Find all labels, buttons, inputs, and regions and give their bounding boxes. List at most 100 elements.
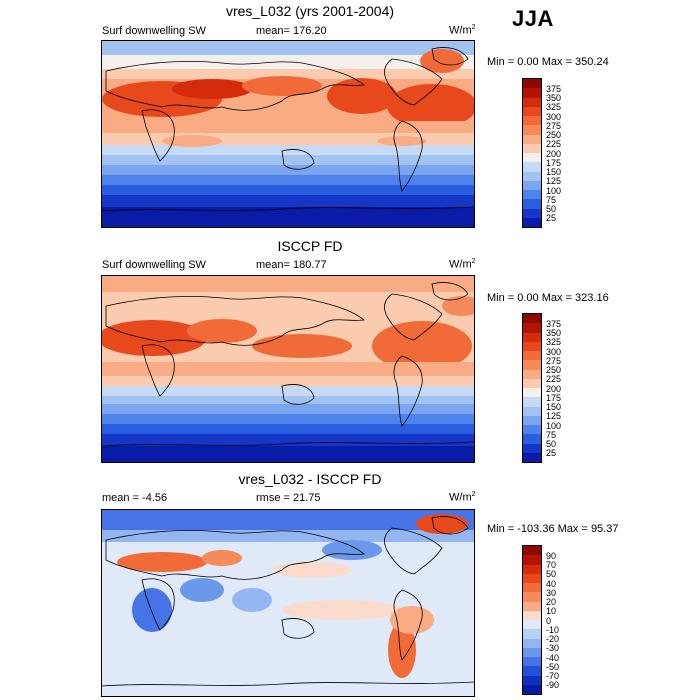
- panel-2-color-swatch: [523, 452, 541, 462]
- panel-2-colorbar-label: 325: [546, 337, 562, 347]
- panel-3-colorbar-label: -20: [546, 634, 560, 644]
- panel-1-color-swatch: [523, 106, 541, 116]
- panel-1-color-swatch: [523, 125, 541, 135]
- panel-3-mean-label: mean = -4.56: [102, 492, 168, 504]
- panel-2-colorbar-label: 300: [546, 347, 562, 357]
- panel-2-map: [101, 275, 475, 463]
- panel-2-color-swatch: [523, 378, 541, 388]
- panel-3-color-swatch: [523, 555, 541, 565]
- panel-1-color-swatch: [523, 97, 541, 107]
- panel-3-colorbar-label: 10: [546, 606, 557, 616]
- panel-3-color-swatch: [523, 610, 541, 620]
- panel-2-colorbar-label: 25: [546, 448, 557, 458]
- panel-2-colorbar-label: 350: [546, 328, 562, 338]
- panel-3-colorbar-label: 50: [546, 569, 557, 579]
- panel-1-colorbar-label: 100: [546, 186, 562, 196]
- panel-1-title: vres_L032 (yrs 2001-2004): [225, 3, 395, 19]
- panel-2-colorbar-label: 375: [546, 319, 562, 329]
- panel-2-colorbar-label: 50: [546, 439, 557, 449]
- panel-3-colorbar-label: 30: [546, 588, 557, 598]
- season-label: JJA: [512, 6, 554, 31]
- panel-1-units: W/m2: [449, 24, 476, 37]
- panel-2-color-swatch: [523, 314, 541, 324]
- panel-1-colorbar-label: 200: [546, 149, 562, 159]
- panel-3-colorbar-label: -50: [546, 662, 560, 672]
- panel-3-color-swatch: [523, 583, 541, 593]
- panel-3-colorbar-label: -10: [546, 625, 560, 635]
- panel-2-units: W/m2: [449, 258, 476, 271]
- panel-3-colorbar-label: -30: [546, 643, 560, 653]
- panel-2-color-swatch: [523, 360, 541, 370]
- panel-2-min-max: Min = 0.00 Max = 323.16: [487, 292, 609, 304]
- panel-3-color-swatch: [523, 638, 541, 648]
- panel-1-color-swatch: [523, 190, 541, 200]
- panel-2-title: ISCCP FD: [277, 238, 343, 254]
- panel-3-colorbar-label: -70: [546, 671, 560, 681]
- panel-2-color-swatch: [523, 369, 541, 379]
- panel-2-colorbar-label: 200: [546, 384, 562, 394]
- panel-2-color-swatch: [523, 351, 541, 361]
- panel-3-colorbar: [522, 545, 542, 695]
- panel-3-min-max: Min = -103.36 Max = 95.37: [487, 523, 619, 535]
- panel-2-color-swatch: [523, 443, 541, 453]
- panel-1-color-swatch: [523, 180, 541, 190]
- panel-2-color-swatch: [523, 332, 541, 342]
- panel-1-min-max: Min = 0.00 Max = 350.24: [487, 56, 609, 68]
- panel-3-color-swatch: [523, 684, 541, 694]
- panel-2-colorbar: [522, 313, 542, 463]
- panel-3-colorbar-label: -40: [546, 653, 560, 663]
- panel-3-color-swatch: [523, 620, 541, 630]
- panel-3-field: [102, 510, 474, 696]
- panel-3-colorbar-label: -90: [546, 680, 560, 690]
- panel-1-colorbar-label: 125: [546, 176, 562, 186]
- panel-1-map: [101, 40, 475, 228]
- panel-2-colorbar-label: 150: [546, 402, 562, 412]
- panel-2-color-swatch: [523, 397, 541, 407]
- panel-2-variable-label: Surf downwelling SW: [102, 259, 206, 271]
- panel-3-color-swatch: [523, 657, 541, 667]
- panel-2-color-swatch: [523, 415, 541, 425]
- panel-1-colorbar-label: 225: [546, 139, 562, 149]
- panel-2-mean-label: mean= 180.77: [256, 259, 327, 271]
- panel-3-color-swatch: [523, 675, 541, 685]
- panel-3-colorbar-label: 70: [546, 560, 557, 570]
- panel-3-color-swatch: [523, 573, 541, 583]
- panel-1-colorbar-label: 325: [546, 102, 562, 112]
- panel-3-color-swatch: [523, 564, 541, 574]
- panel-1-color-swatch: [523, 134, 541, 144]
- panel-1-variable-label: Surf downwelling SW: [102, 25, 206, 37]
- panel-3-colorbar-label: 40: [546, 579, 557, 589]
- panel-3-color-swatch: [523, 592, 541, 602]
- panel-3-color-swatch: [523, 546, 541, 556]
- panel-1-color-swatch: [523, 88, 541, 98]
- panel-3-units: W/m2: [449, 491, 476, 504]
- panel-3-color-swatch: [523, 629, 541, 639]
- panel-1-colorbar-label: 350: [546, 93, 562, 103]
- panel-2-colorbar-label: 250: [546, 365, 562, 375]
- panel-3-color-swatch: [523, 647, 541, 657]
- panel-1-colorbar: [522, 78, 542, 228]
- panel-1-colorbar-label: 375: [546, 84, 562, 94]
- panel-2-colorbar-label: 100: [546, 421, 562, 431]
- panel-2-color-swatch: [523, 434, 541, 444]
- panel-1-colorbar-label: 75: [546, 195, 557, 205]
- panel-3-color-swatch: [523, 666, 541, 676]
- panel-2-color-swatch: [523, 323, 541, 333]
- panel-2-colorbar-label: 225: [546, 374, 562, 384]
- panel-2-field: [102, 276, 474, 462]
- panel-3-map: [101, 509, 475, 697]
- panel-1-color-swatch: [523, 217, 541, 227]
- panel-1-colorbar-label: 275: [546, 121, 562, 131]
- panel-1-colorbar-label: 300: [546, 112, 562, 122]
- panel-1-color-swatch: [523, 116, 541, 126]
- panel-1-colorbar-label: 150: [546, 167, 562, 177]
- panel-1-mean-label: mean= 176.20: [256, 25, 327, 37]
- panel-3-colorbar-label: 0: [546, 616, 552, 626]
- panel-1-color-swatch: [523, 79, 541, 89]
- panel-2-color-swatch: [523, 406, 541, 416]
- panel-2-colorbar-label: 275: [546, 356, 562, 366]
- panel-3-colorbar-label: 20: [546, 597, 557, 607]
- panel-1-colorbar-label: 50: [546, 204, 557, 214]
- panel-3-colorbar-label: 90: [546, 551, 557, 561]
- panel-2-color-swatch: [523, 388, 541, 398]
